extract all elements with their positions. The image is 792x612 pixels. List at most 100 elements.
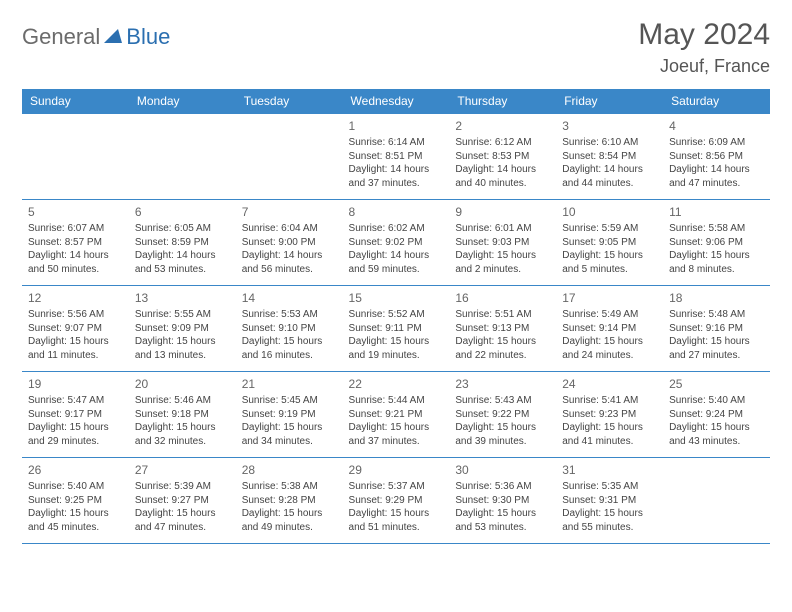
daylight-line-1: Daylight: 15 hours xyxy=(135,421,230,435)
calendar-day-cell: 20Sunrise: 5:46 AMSunset: 9:18 PMDayligh… xyxy=(129,372,236,458)
sunset-line: Sunset: 9:09 PM xyxy=(135,322,230,336)
sunrise-line: Sunrise: 5:40 AM xyxy=(28,480,123,494)
daylight-line-2: and 11 minutes. xyxy=(28,349,123,363)
calendar-day-cell xyxy=(129,114,236,200)
calendar-day-cell: 26Sunrise: 5:40 AMSunset: 9:25 PMDayligh… xyxy=(22,458,129,544)
sunset-line: Sunset: 9:02 PM xyxy=(349,236,444,250)
day-number: 30 xyxy=(455,462,550,478)
day-number: 15 xyxy=(349,290,444,306)
sunrise-line: Sunrise: 5:46 AM xyxy=(135,394,230,408)
day-number: 29 xyxy=(349,462,444,478)
day-number: 22 xyxy=(349,376,444,392)
calendar-week-row: 5Sunrise: 6:07 AMSunset: 8:57 PMDaylight… xyxy=(22,200,770,286)
daylight-line-1: Daylight: 14 hours xyxy=(349,163,444,177)
sunrise-line: Sunrise: 5:36 AM xyxy=(455,480,550,494)
calendar-day-cell: 12Sunrise: 5:56 AMSunset: 9:07 PMDayligh… xyxy=(22,286,129,372)
sunrise-line: Sunrise: 5:40 AM xyxy=(669,394,764,408)
daylight-line-1: Daylight: 14 hours xyxy=(135,249,230,263)
daylight-line-1: Daylight: 15 hours xyxy=(28,421,123,435)
sunrise-line: Sunrise: 5:55 AM xyxy=(135,308,230,322)
day-number: 25 xyxy=(669,376,764,392)
sunrise-line: Sunrise: 5:58 AM xyxy=(669,222,764,236)
daylight-line-1: Daylight: 15 hours xyxy=(669,249,764,263)
sunset-line: Sunset: 9:07 PM xyxy=(28,322,123,336)
daylight-line-1: Daylight: 15 hours xyxy=(135,335,230,349)
logo-text-general: General xyxy=(22,24,100,50)
daylight-line-1: Daylight: 15 hours xyxy=(562,421,657,435)
sunset-line: Sunset: 9:18 PM xyxy=(135,408,230,422)
day-number: 4 xyxy=(669,118,764,134)
calendar-day-cell: 9Sunrise: 6:01 AMSunset: 9:03 PMDaylight… xyxy=(449,200,556,286)
sunrise-line: Sunrise: 6:01 AM xyxy=(455,222,550,236)
daylight-line-2: and 32 minutes. xyxy=(135,435,230,449)
daylight-line-1: Daylight: 14 hours xyxy=(349,249,444,263)
sunset-line: Sunset: 9:25 PM xyxy=(28,494,123,508)
weekday-header: Thursday xyxy=(449,89,556,114)
day-number: 10 xyxy=(562,204,657,220)
day-number: 11 xyxy=(669,204,764,220)
daylight-line-1: Daylight: 15 hours xyxy=(242,421,337,435)
daylight-line-1: Daylight: 15 hours xyxy=(455,335,550,349)
sunrise-line: Sunrise: 5:52 AM xyxy=(349,308,444,322)
calendar-day-cell xyxy=(236,114,343,200)
header: General Blue May 2024 Joeuf, France xyxy=(22,18,770,77)
daylight-line-2: and 50 minutes. xyxy=(28,263,123,277)
day-number: 1 xyxy=(349,118,444,134)
sunset-line: Sunset: 9:16 PM xyxy=(669,322,764,336)
calendar-day-cell: 16Sunrise: 5:51 AMSunset: 9:13 PMDayligh… xyxy=(449,286,556,372)
calendar-day-cell: 27Sunrise: 5:39 AMSunset: 9:27 PMDayligh… xyxy=(129,458,236,544)
sunrise-line: Sunrise: 5:35 AM xyxy=(562,480,657,494)
sunrise-line: Sunrise: 5:49 AM xyxy=(562,308,657,322)
sunset-line: Sunset: 8:57 PM xyxy=(28,236,123,250)
logo-text-blue: Blue xyxy=(126,24,170,50)
sunset-line: Sunset: 9:14 PM xyxy=(562,322,657,336)
day-number: 28 xyxy=(242,462,337,478)
daylight-line-1: Daylight: 14 hours xyxy=(669,163,764,177)
sunrise-line: Sunrise: 5:37 AM xyxy=(349,480,444,494)
sunrise-line: Sunrise: 5:48 AM xyxy=(669,308,764,322)
day-number: 18 xyxy=(669,290,764,306)
daylight-line-2: and 44 minutes. xyxy=(562,177,657,191)
sunrise-line: Sunrise: 6:12 AM xyxy=(455,136,550,150)
daylight-line-2: and 27 minutes. xyxy=(669,349,764,363)
sunset-line: Sunset: 8:54 PM xyxy=(562,150,657,164)
weekday-header: Saturday xyxy=(663,89,770,114)
sunset-line: Sunset: 9:06 PM xyxy=(669,236,764,250)
sunset-line: Sunset: 9:10 PM xyxy=(242,322,337,336)
daylight-line-2: and 24 minutes. xyxy=(562,349,657,363)
calendar-day-cell: 8Sunrise: 6:02 AMSunset: 9:02 PMDaylight… xyxy=(343,200,450,286)
calendar-day-cell: 6Sunrise: 6:05 AMSunset: 8:59 PMDaylight… xyxy=(129,200,236,286)
day-number: 8 xyxy=(349,204,444,220)
day-number: 13 xyxy=(135,290,230,306)
sunset-line: Sunset: 8:59 PM xyxy=(135,236,230,250)
calendar-week-row: 19Sunrise: 5:47 AMSunset: 9:17 PMDayligh… xyxy=(22,372,770,458)
weekday-header: Monday xyxy=(129,89,236,114)
daylight-line-2: and 39 minutes. xyxy=(455,435,550,449)
daylight-line-1: Daylight: 15 hours xyxy=(562,335,657,349)
daylight-line-1: Daylight: 14 hours xyxy=(455,163,550,177)
calendar-day-cell: 28Sunrise: 5:38 AMSunset: 9:28 PMDayligh… xyxy=(236,458,343,544)
weekday-row: SundayMondayTuesdayWednesdayThursdayFrid… xyxy=(22,89,770,114)
daylight-line-1: Daylight: 15 hours xyxy=(455,249,550,263)
calendar-day-cell: 24Sunrise: 5:41 AMSunset: 9:23 PMDayligh… xyxy=(556,372,663,458)
daylight-line-1: Daylight: 15 hours xyxy=(349,335,444,349)
day-number: 31 xyxy=(562,462,657,478)
calendar-week-row: 26Sunrise: 5:40 AMSunset: 9:25 PMDayligh… xyxy=(22,458,770,544)
calendar-day-cell: 2Sunrise: 6:12 AMSunset: 8:53 PMDaylight… xyxy=(449,114,556,200)
daylight-line-1: Daylight: 15 hours xyxy=(562,507,657,521)
day-number: 2 xyxy=(455,118,550,134)
calendar-day-cell: 29Sunrise: 5:37 AMSunset: 9:29 PMDayligh… xyxy=(343,458,450,544)
daylight-line-1: Daylight: 15 hours xyxy=(669,421,764,435)
daylight-line-2: and 56 minutes. xyxy=(242,263,337,277)
sunset-line: Sunset: 8:56 PM xyxy=(669,150,764,164)
sunrise-line: Sunrise: 5:59 AM xyxy=(562,222,657,236)
day-number: 16 xyxy=(455,290,550,306)
weekday-header: Tuesday xyxy=(236,89,343,114)
sunrise-line: Sunrise: 6:14 AM xyxy=(349,136,444,150)
sunset-line: Sunset: 9:24 PM xyxy=(669,408,764,422)
daylight-line-1: Daylight: 15 hours xyxy=(28,335,123,349)
daylight-line-1: Daylight: 15 hours xyxy=(135,507,230,521)
calendar-day-cell: 10Sunrise: 5:59 AMSunset: 9:05 PMDayligh… xyxy=(556,200,663,286)
calendar-table: SundayMondayTuesdayWednesdayThursdayFrid… xyxy=(22,89,770,544)
daylight-line-2: and 51 minutes. xyxy=(349,521,444,535)
